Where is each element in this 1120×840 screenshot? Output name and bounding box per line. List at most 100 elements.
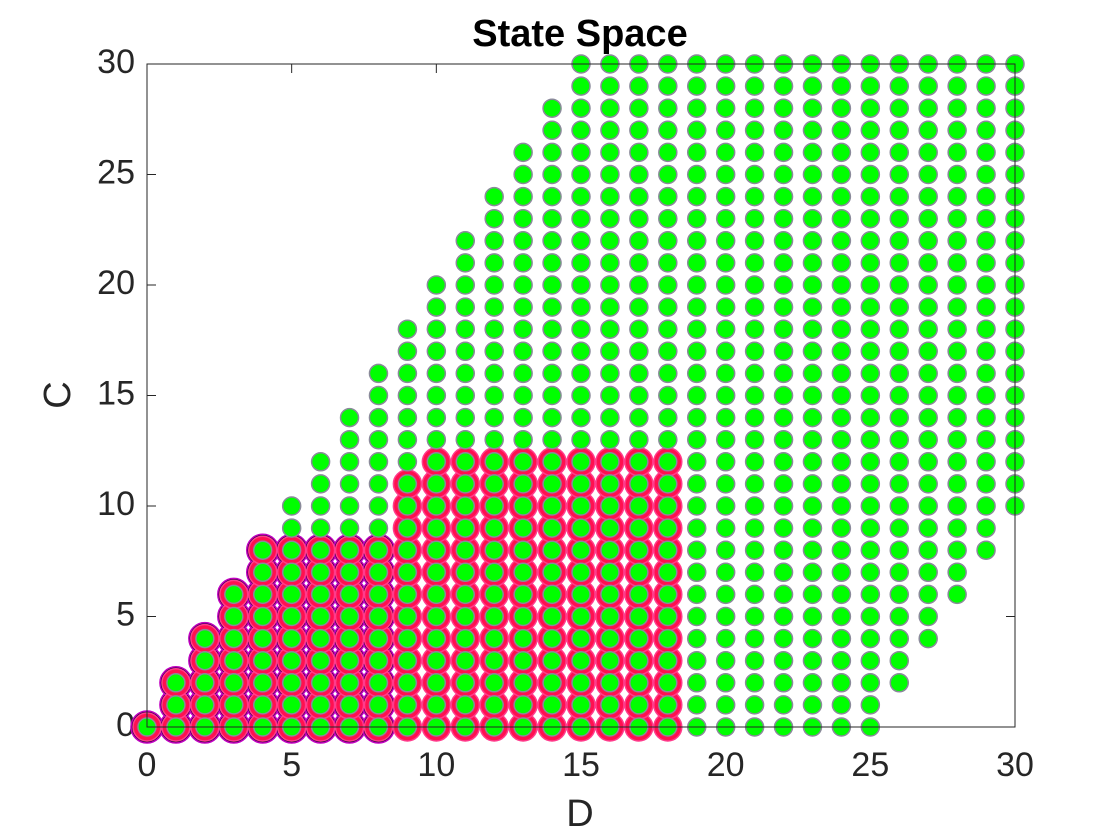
point — [310, 540, 331, 560]
point — [542, 363, 562, 384]
y-tick-label: 0 — [116, 706, 135, 744]
point — [455, 562, 476, 583]
point — [397, 540, 418, 560]
point — [513, 452, 533, 472]
point — [600, 606, 620, 627]
point — [889, 562, 910, 583]
point — [455, 695, 476, 715]
point — [686, 164, 707, 185]
point — [455, 341, 476, 362]
point — [889, 606, 910, 627]
point — [658, 142, 678, 163]
point — [918, 76, 938, 96]
point — [484, 474, 504, 494]
point — [715, 429, 736, 450]
point — [513, 275, 533, 295]
point — [918, 164, 938, 185]
point — [744, 319, 765, 339]
point — [195, 628, 215, 649]
point — [571, 385, 591, 406]
point — [715, 628, 736, 649]
point — [484, 695, 504, 715]
point — [397, 606, 418, 627]
point — [744, 695, 765, 715]
point — [426, 650, 447, 671]
point — [542, 142, 562, 163]
point — [976, 120, 996, 141]
point — [976, 76, 996, 96]
point — [715, 562, 736, 583]
point — [658, 341, 678, 362]
point — [976, 452, 996, 472]
point — [802, 120, 823, 141]
point — [773, 584, 794, 605]
point — [600, 186, 620, 207]
point — [513, 695, 533, 715]
point — [744, 363, 765, 384]
point — [918, 407, 938, 428]
point — [426, 474, 447, 494]
point — [368, 518, 389, 538]
point — [860, 231, 881, 251]
point — [426, 540, 447, 560]
point — [542, 341, 562, 362]
point — [744, 518, 765, 538]
point — [224, 650, 244, 671]
point — [715, 363, 736, 384]
point — [484, 319, 504, 339]
point — [715, 142, 736, 163]
point — [368, 429, 389, 450]
point — [918, 142, 938, 163]
point — [571, 98, 591, 118]
point — [658, 429, 678, 450]
point — [513, 231, 533, 251]
x-tick-label: 15 — [562, 746, 600, 784]
point — [860, 518, 881, 538]
point — [368, 385, 389, 406]
point — [889, 120, 910, 141]
point — [860, 297, 881, 317]
point — [397, 385, 418, 406]
point — [802, 673, 823, 693]
y-tick-label: 15 — [97, 374, 135, 412]
point — [802, 142, 823, 163]
point — [455, 628, 476, 649]
point — [368, 363, 389, 384]
point — [744, 341, 765, 362]
point — [947, 319, 967, 339]
point — [831, 584, 852, 605]
point — [889, 231, 910, 251]
point — [571, 208, 591, 229]
point — [542, 606, 562, 627]
point — [947, 407, 967, 428]
point — [484, 518, 504, 538]
point — [397, 673, 418, 693]
point — [571, 673, 591, 693]
point — [629, 474, 649, 494]
point — [715, 186, 736, 207]
point — [658, 76, 678, 96]
point — [831, 98, 852, 118]
point — [600, 650, 620, 671]
point — [658, 496, 678, 516]
point — [889, 186, 910, 207]
point — [426, 606, 447, 627]
point — [860, 208, 881, 229]
point — [310, 496, 331, 516]
point — [860, 319, 881, 339]
point — [831, 208, 852, 229]
point — [802, 253, 823, 273]
point — [889, 673, 910, 693]
point — [629, 98, 649, 118]
x-tick-label: 20 — [707, 746, 745, 784]
point — [252, 650, 273, 671]
point — [715, 120, 736, 141]
point — [542, 208, 562, 229]
point — [773, 474, 794, 494]
point — [513, 297, 533, 317]
point — [281, 584, 302, 605]
point — [715, 540, 736, 560]
point — [629, 319, 649, 339]
point — [571, 275, 591, 295]
point — [744, 231, 765, 251]
